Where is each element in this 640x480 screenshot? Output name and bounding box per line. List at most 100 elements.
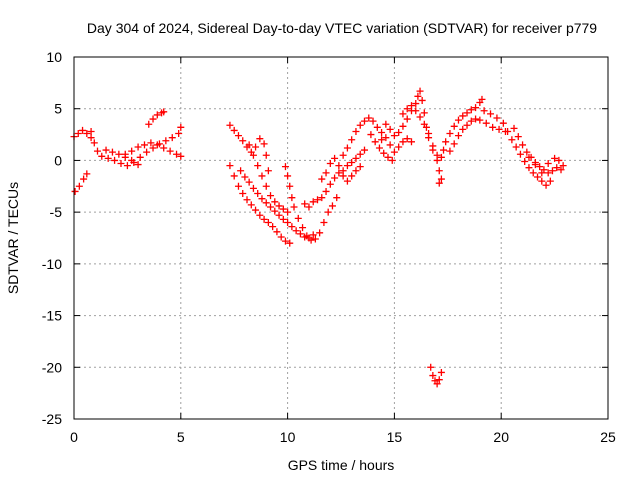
data-point — [260, 140, 268, 148]
data-point — [371, 138, 379, 146]
data-point — [542, 181, 550, 189]
data-point — [290, 203, 298, 211]
data-point — [309, 231, 317, 239]
data-point — [399, 138, 407, 146]
data-point — [333, 194, 341, 202]
data-point — [399, 110, 407, 118]
data-point — [395, 129, 403, 137]
data-point — [442, 138, 450, 146]
data-point — [128, 147, 136, 155]
data-point — [416, 113, 424, 121]
data-point — [262, 199, 270, 207]
x-tick-label: 15 — [387, 429, 403, 445]
data-point — [102, 146, 110, 154]
data-point — [335, 169, 343, 177]
data-point — [399, 122, 407, 130]
data-point — [249, 184, 257, 192]
data-point — [260, 215, 268, 223]
data-point — [153, 141, 161, 149]
data-point — [348, 136, 356, 144]
data-point — [98, 152, 106, 160]
data-point — [299, 224, 307, 232]
data-point — [234, 182, 242, 190]
data-point — [435, 167, 443, 175]
data-point — [83, 170, 91, 178]
data-point — [519, 141, 527, 149]
data-point — [254, 162, 262, 170]
data-point — [160, 144, 168, 152]
data-point — [83, 130, 91, 138]
y-axis-label: SDTVAR / TECUs — [5, 182, 21, 294]
data-point — [414, 92, 422, 100]
data-point — [168, 134, 176, 142]
data-point — [476, 116, 484, 124]
data-point — [230, 172, 238, 180]
data-point — [177, 123, 185, 131]
data-point — [516, 150, 524, 158]
data-point — [249, 151, 257, 159]
data-point — [429, 372, 437, 380]
y-tick-label: 0 — [54, 152, 62, 168]
data-point — [335, 162, 343, 170]
data-point — [123, 162, 131, 170]
data-point — [288, 223, 296, 231]
y-tick-label: -15 — [42, 308, 62, 324]
x-axis-label: GPS time / hours — [288, 457, 395, 473]
grid — [74, 57, 608, 419]
data-point — [269, 223, 277, 231]
data-point — [258, 195, 266, 203]
data-point — [418, 96, 426, 104]
data-point — [339, 172, 347, 180]
data-point — [429, 142, 437, 150]
data-point — [277, 233, 285, 241]
data-point — [226, 121, 234, 129]
data-point — [311, 235, 319, 243]
data-point — [166, 147, 174, 155]
data-point — [504, 127, 512, 135]
data-point — [149, 144, 157, 152]
data-point — [427, 363, 435, 371]
x-tick-label: 10 — [280, 429, 296, 445]
data-point — [303, 232, 311, 240]
data-point — [301, 200, 309, 208]
data-point — [548, 167, 556, 175]
data-point — [108, 148, 116, 156]
data-point — [264, 218, 272, 226]
chart-title: Day 304 of 2024, Sidereal Day-to-day VTE… — [87, 20, 597, 36]
data-point — [467, 106, 475, 114]
data-point — [273, 228, 281, 236]
data-point — [296, 230, 304, 238]
data-point — [380, 149, 388, 157]
data-point — [343, 144, 351, 152]
y-tick-label: -5 — [50, 204, 63, 220]
data-point — [499, 119, 507, 127]
data-point — [348, 172, 356, 180]
data-point — [241, 173, 249, 181]
y-tick-label: -25 — [42, 411, 62, 427]
data-point — [281, 163, 289, 171]
data-point — [536, 163, 544, 171]
data-point — [544, 169, 552, 177]
data-point — [160, 108, 168, 116]
data-point — [262, 182, 270, 190]
data-point — [286, 182, 294, 190]
data-point — [87, 134, 95, 142]
data-point — [343, 162, 351, 170]
data-point — [495, 125, 503, 133]
data-point — [531, 161, 539, 169]
y-tick-label: 10 — [46, 49, 62, 65]
data-point — [162, 137, 170, 145]
data-point — [557, 166, 565, 174]
data-point — [407, 102, 415, 110]
data-point — [420, 120, 428, 128]
data-point — [521, 157, 529, 165]
x-tick-label: 5 — [177, 429, 185, 445]
x-tick-label: 0 — [70, 429, 78, 445]
data-point — [538, 177, 546, 185]
data-point — [267, 192, 275, 200]
data-point — [79, 126, 87, 134]
data-point — [245, 178, 253, 186]
data-point — [309, 198, 317, 206]
data-point — [365, 114, 373, 122]
